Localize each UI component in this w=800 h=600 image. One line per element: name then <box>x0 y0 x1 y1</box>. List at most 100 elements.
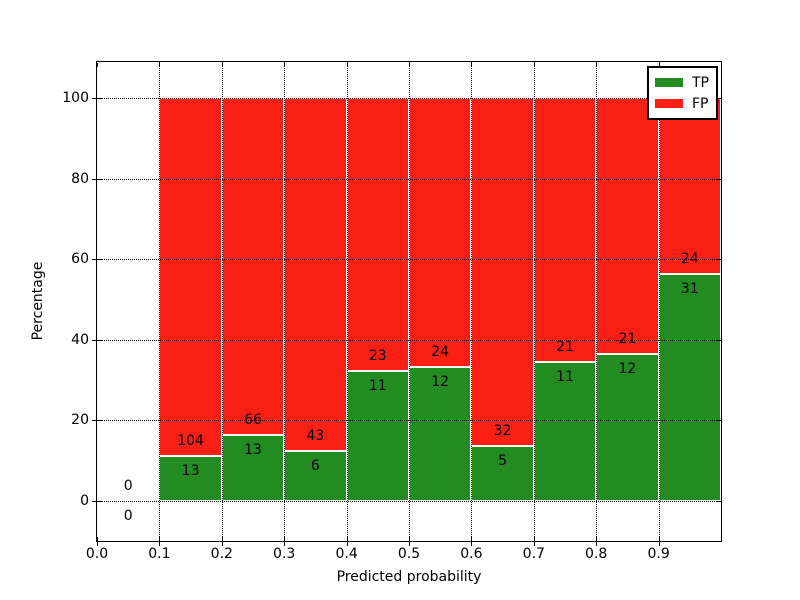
x-tick-label: 0.3 <box>273 546 296 562</box>
y-tick-inner-right <box>717 339 721 341</box>
x-tick-label: 0.2 <box>210 546 233 562</box>
y-tick-inner-right <box>717 420 721 422</box>
x-tick-label: 0.6 <box>460 546 483 562</box>
v-gridline <box>596 62 598 541</box>
x-tick-inner-top <box>533 63 535 67</box>
x-tick <box>221 542 223 546</box>
x-axis-label: Predicted probability <box>336 569 482 585</box>
v-gridline <box>221 62 223 541</box>
tp-legend-swatch <box>655 78 683 87</box>
x-tick <box>159 542 161 546</box>
y-tick-inner-right <box>717 500 721 502</box>
x-tick-inner-top <box>409 63 410 67</box>
y-axis-label: Percentage <box>30 261 46 341</box>
x-tick-label: 0.9 <box>647 546 670 562</box>
fp-legend-swatch <box>655 99 683 108</box>
y-tick-label: 60 <box>71 251 89 268</box>
fp-bar-segment <box>471 98 534 447</box>
fp-count-label: 21 <box>556 339 574 356</box>
x-tick-inner-top <box>471 63 473 67</box>
x-tick <box>97 542 98 546</box>
y-tick <box>92 259 96 261</box>
y-tick-label: 20 <box>71 412 89 429</box>
y-tick-inner <box>98 339 102 341</box>
tp-count-label: 13 <box>181 463 200 480</box>
y-tick-label: 100 <box>62 90 89 107</box>
tp-count-label: 13 <box>244 441 262 458</box>
x-tick-inner-top <box>596 63 598 67</box>
fp-count-label: 21 <box>618 331 637 348</box>
y-tick <box>92 420 96 422</box>
fp-legend-label: FP <box>692 95 709 112</box>
x-tick <box>533 542 535 546</box>
x-tick-inner <box>596 537 598 541</box>
fp-bar-segment <box>346 98 409 371</box>
fp-count-label: 32 <box>493 423 512 440</box>
x-tick-label: 0.8 <box>585 546 608 562</box>
legend-item-fp: FP <box>655 93 709 114</box>
y-tick-label: 40 <box>71 331 89 348</box>
x-tick-label: 0.5 <box>397 546 421 562</box>
tp-count-label: 12 <box>431 373 450 390</box>
y-tick-inner-right <box>717 178 721 180</box>
x-tick-label: 0.7 <box>522 546 545 562</box>
y-tick-inner <box>98 98 102 100</box>
tp-count-label: 11 <box>368 377 387 394</box>
x-tick-inner <box>471 537 473 541</box>
x-tick-label: 0.1 <box>148 546 171 562</box>
x-tick-inner-top <box>346 63 348 67</box>
x-tick-inner-top <box>159 63 161 67</box>
tp-bar-segment <box>284 451 347 501</box>
legend: TP FP <box>647 66 718 120</box>
y-tick-inner <box>98 420 102 422</box>
y-tick <box>92 98 96 100</box>
v-gridline <box>658 62 660 541</box>
tp-bar-segment <box>596 354 659 501</box>
fp-count-label: 24 <box>680 250 699 267</box>
fp-bar-segment <box>533 98 597 363</box>
fp-count-label: 24 <box>431 343 450 360</box>
x-tick-inner-top <box>221 63 223 67</box>
x-tick-label: 0.4 <box>335 546 358 562</box>
y-tick-inner-right <box>717 259 721 261</box>
fp-bar-segment <box>658 98 721 274</box>
tp-bar-segment <box>221 434 285 501</box>
v-gridline <box>284 62 286 541</box>
x-tick-inner <box>159 537 161 541</box>
fp-bar-segment <box>284 98 347 452</box>
tp-bar-segment <box>658 273 721 501</box>
fp-count-label: 43 <box>306 428 325 445</box>
fp-bar-segment <box>159 98 222 456</box>
x-tick-inner <box>284 537 286 541</box>
x-tick <box>346 542 348 546</box>
y-tick-inner <box>98 259 102 261</box>
tp-count-label: 5 <box>498 453 508 470</box>
tp-legend-label: TP <box>692 74 709 91</box>
y-tick <box>92 178 96 180</box>
y-tick <box>92 500 96 502</box>
v-gridline <box>346 62 348 541</box>
y-tick-label: 0 <box>80 492 89 509</box>
tp-bar-segment <box>159 456 222 501</box>
x-tick-inner <box>97 537 98 541</box>
y-tick-inner <box>98 178 102 180</box>
x-tick <box>658 542 660 546</box>
tp-count-label: 31 <box>680 280 699 297</box>
tp-count-label: 6 <box>310 458 320 475</box>
fp-count-label: 66 <box>244 411 262 428</box>
y-tick-inner <box>98 500 102 502</box>
fp-count-label: 23 <box>368 347 387 364</box>
y-tick-inner-right <box>717 98 721 100</box>
fp-count-label: 0 <box>123 477 133 494</box>
x-tick-inner <box>221 537 223 541</box>
fp-bar-segment <box>409 98 472 367</box>
x-tick <box>409 542 410 546</box>
tp-bar-segment <box>471 446 534 501</box>
x-tick-inner <box>409 537 410 541</box>
fp-count-label: 104 <box>177 433 204 450</box>
y-tick <box>92 339 96 341</box>
x-tick-inner-top <box>658 63 660 67</box>
x-tick <box>596 542 598 546</box>
x-tick-inner <box>346 537 348 541</box>
